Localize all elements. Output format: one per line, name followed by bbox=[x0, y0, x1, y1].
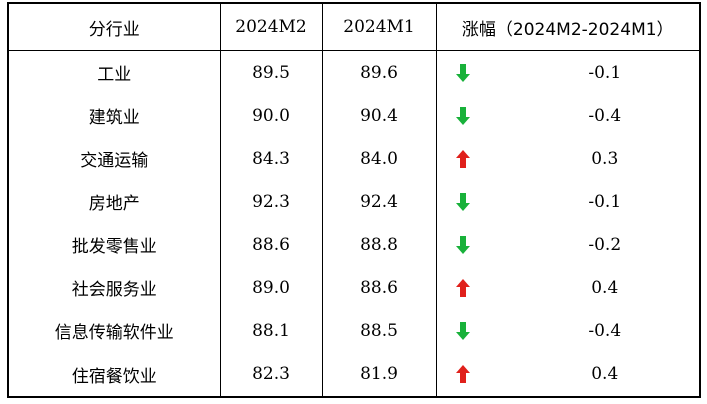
table-row-3: 交通运输 84.3 84.0 0.3 bbox=[7, 137, 701, 180]
change-value: -0.1 bbox=[588, 191, 622, 212]
m1-value-cell: 88.6 bbox=[321, 266, 437, 309]
table-row-5: 批发零售业 88.6 88.8 -0.2 bbox=[7, 223, 701, 266]
industry-cell: 信息传输软件业 bbox=[7, 309, 221, 352]
change-value: -0.4 bbox=[588, 320, 622, 341]
m1-value-cell: 88.5 bbox=[321, 309, 437, 352]
industry-cell: 建筑业 bbox=[7, 94, 221, 137]
table-row-6: 社会服务业 89.0 88.6 0.4 bbox=[7, 266, 701, 309]
industry-index-table-container: 分行业 2024M2 2024M1 涨幅（2024M2-2024M1） 工业 8… bbox=[7, 2, 701, 398]
change-cell: -0.4 bbox=[435, 309, 701, 352]
change-cell: 0.4 bbox=[435, 352, 701, 398]
m2-value-cell: 92.3 bbox=[219, 180, 323, 223]
m2-value-cell: 88.6 bbox=[219, 223, 323, 266]
change-value: 0.4 bbox=[591, 364, 619, 384]
change-cell: 0.3 bbox=[435, 137, 701, 180]
header-row: 分行业 2024M2 2024M1 涨幅（2024M2-2024M1） bbox=[7, 2, 701, 51]
m1-value-cell: 81.9 bbox=[321, 352, 437, 398]
m2-value-cell: 89.0 bbox=[219, 266, 323, 309]
table-row-7: 信息传输软件业 88.1 88.5 -0.4 bbox=[7, 309, 701, 352]
up-arrow-icon bbox=[455, 278, 470, 297]
industry-cell: 工业 bbox=[7, 50, 221, 94]
industry-cell: 交通运输 bbox=[7, 137, 221, 180]
down-arrow-icon bbox=[455, 321, 470, 340]
m1-value-cell: 90.4 bbox=[321, 94, 437, 137]
table-row-8: 住宿餐饮业 82.3 81.9 0.4 bbox=[7, 352, 701, 398]
industry-index-table: 分行业 2024M2 2024M1 涨幅（2024M2-2024M1） 工业 8… bbox=[7, 2, 701, 398]
industry-cell: 房地产 bbox=[7, 180, 221, 223]
m1-value-cell: 88.8 bbox=[321, 223, 437, 266]
header-2024m1: 2024M1 bbox=[321, 2, 437, 51]
table-body: 工业 89.5 89.6 -0.1 建筑业 90.0 90.4 -0.4 交通运… bbox=[7, 50, 701, 398]
table-header: 分行业 2024M2 2024M1 涨幅（2024M2-2024M1） bbox=[7, 2, 701, 51]
change-cell: -0.4 bbox=[435, 94, 701, 137]
table-row-2: 建筑业 90.0 90.4 -0.4 bbox=[7, 94, 701, 137]
change-cell: 0.4 bbox=[435, 266, 701, 309]
change-value: -0.1 bbox=[588, 62, 622, 83]
industry-cell: 社会服务业 bbox=[7, 266, 221, 309]
change-cell: -0.2 bbox=[435, 223, 701, 266]
m2-value-cell: 82.3 bbox=[219, 352, 323, 398]
change-cell: -0.1 bbox=[435, 180, 701, 223]
down-arrow-icon bbox=[455, 192, 470, 211]
change-cell: -0.1 bbox=[435, 50, 701, 94]
table-row-4: 房地产 92.3 92.4 -0.1 bbox=[7, 180, 701, 223]
m1-value-cell: 84.0 bbox=[321, 137, 437, 180]
m2-value-cell: 89.5 bbox=[219, 50, 323, 94]
header-2024m2: 2024M2 bbox=[219, 2, 323, 51]
m2-value-cell: 88.1 bbox=[219, 309, 323, 352]
down-arrow-icon bbox=[455, 235, 470, 254]
table-row-1: 工业 89.5 89.6 -0.1 bbox=[7, 50, 701, 94]
m2-value-cell: 84.3 bbox=[219, 137, 323, 180]
up-arrow-icon bbox=[455, 365, 470, 383]
m1-value-cell: 89.6 bbox=[321, 50, 437, 94]
header-industry: 分行业 bbox=[7, 2, 221, 51]
m1-value-cell: 92.4 bbox=[321, 180, 437, 223]
down-arrow-icon bbox=[455, 106, 470, 125]
change-value: 0.3 bbox=[591, 148, 619, 169]
change-value: 0.4 bbox=[591, 277, 619, 298]
down-arrow-icon bbox=[455, 63, 470, 82]
industry-cell: 批发零售业 bbox=[7, 223, 221, 266]
industry-cell: 住宿餐饮业 bbox=[7, 352, 221, 398]
change-value: -0.2 bbox=[588, 234, 622, 255]
change-value: -0.4 bbox=[588, 105, 622, 126]
header-change: 涨幅（2024M2-2024M1） bbox=[435, 2, 701, 51]
up-arrow-icon bbox=[455, 149, 470, 168]
m2-value-cell: 90.0 bbox=[219, 94, 323, 137]
